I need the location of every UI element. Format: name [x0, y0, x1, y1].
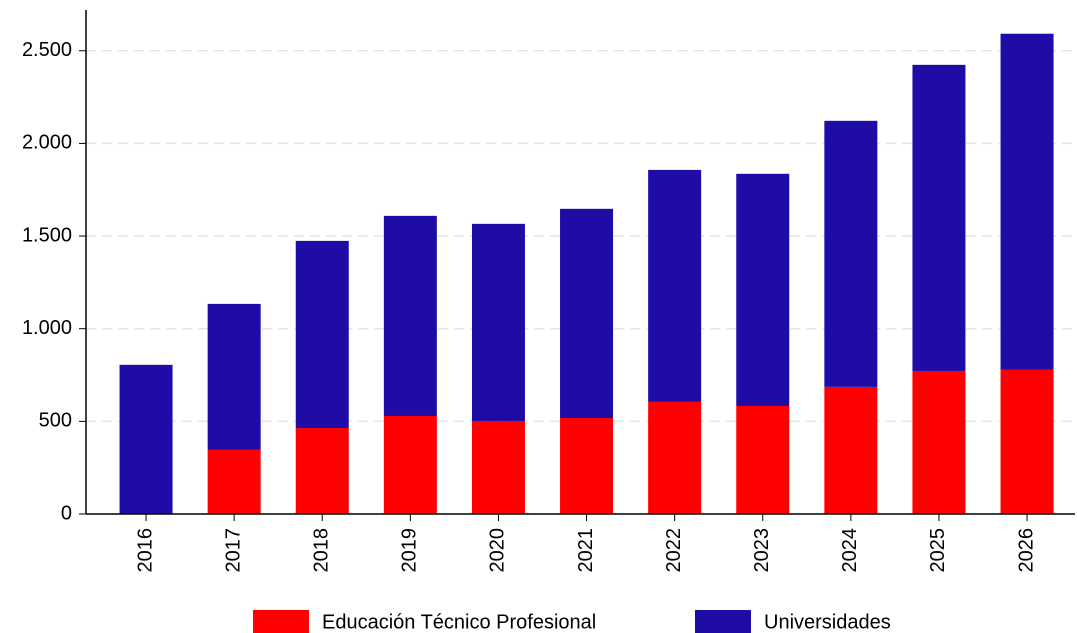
x-tick-label: 2023 [751, 528, 773, 573]
x-tick-label: 2020 [487, 528, 509, 573]
y-tick-label: 2.500 [22, 39, 72, 61]
y-tick-label: 1.500 [22, 224, 72, 246]
legend-swatch [253, 610, 309, 633]
x-tick-label: 2018 [311, 528, 333, 573]
bar-segment [912, 64, 966, 371]
bar-segment [383, 415, 437, 514]
x-tick-label: 2017 [222, 528, 244, 573]
bar-segment [560, 208, 614, 419]
y-tick-label: 1.000 [22, 317, 72, 339]
legend-swatch [695, 610, 751, 633]
bar-segment [207, 449, 261, 514]
x-tick-label: 2024 [839, 528, 861, 573]
bar-segment [295, 428, 349, 514]
x-tick-label: 2022 [663, 528, 685, 573]
y-tick-label: 2.000 [22, 132, 72, 154]
x-tick-label: 2019 [399, 528, 421, 573]
bar-segment [736, 405, 790, 514]
bar-segment [471, 420, 525, 514]
bar-segment [207, 303, 261, 450]
x-tick-label: 2021 [575, 528, 597, 573]
bar-segment [912, 370, 966, 514]
x-tick-label: 2025 [927, 528, 949, 573]
bar-segment [824, 120, 878, 387]
bar-segment [1000, 369, 1054, 514]
x-tick-label: 2026 [1015, 528, 1037, 573]
bar-segment [383, 215, 437, 416]
bar-segment [295, 240, 349, 429]
bar-segment [471, 223, 525, 421]
bar-segment [648, 401, 702, 514]
y-tick-label: 500 [39, 410, 72, 432]
bar-segment [1000, 33, 1054, 370]
bar-segment [736, 173, 790, 406]
y-tick-label: 0 [61, 502, 72, 524]
legend-label: Educación Técnico Profesional [322, 611, 596, 633]
bar-segment [648, 169, 702, 402]
x-tick-label: 2016 [134, 528, 156, 573]
bar-segment [119, 364, 173, 514]
bar-segment [560, 418, 614, 514]
legend-label: Universidades [764, 611, 891, 633]
bar-segment [824, 386, 878, 514]
